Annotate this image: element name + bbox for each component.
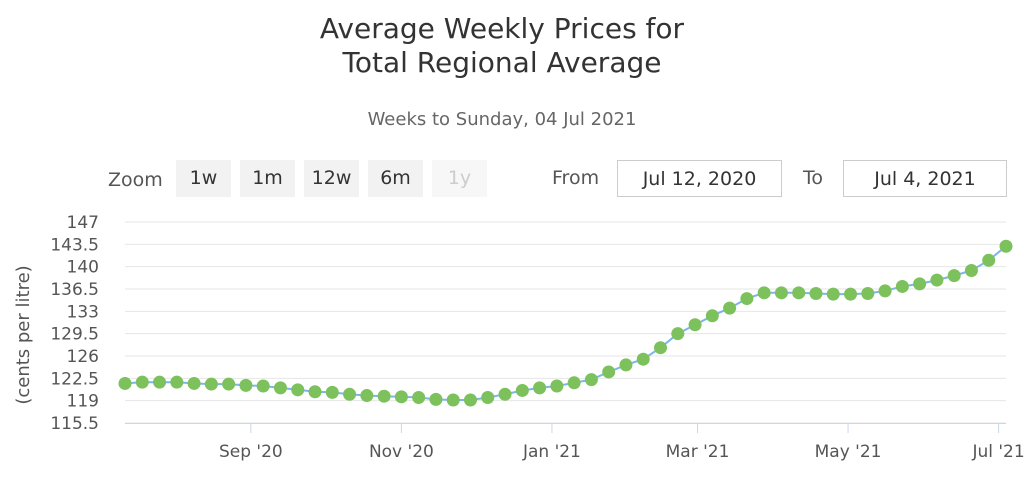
zoom-label: Zoom <box>108 169 163 191</box>
data-point <box>740 292 754 306</box>
data-point <box>153 375 167 389</box>
data-point <box>533 381 547 395</box>
chart-title: Average Weekly Prices for Total Regional… <box>0 12 1004 80</box>
x-tick-label: May '21 <box>815 442 882 462</box>
data-point <box>308 385 322 399</box>
series-group <box>118 239 1013 407</box>
y-tick-label: 129.5 <box>50 325 99 345</box>
data-point <box>325 385 339 399</box>
data-point <box>204 377 218 391</box>
data-point <box>394 390 408 404</box>
data-point <box>774 286 788 300</box>
data-point <box>654 341 668 355</box>
data-point <box>170 375 184 389</box>
y-tick-label: 147 <box>67 213 99 233</box>
data-point <box>187 376 201 390</box>
x-tick-label: Sep '20 <box>219 442 283 462</box>
data-point <box>256 379 270 393</box>
from-date-input[interactable]: Jul 12, 2020 <box>617 160 782 197</box>
data-point <box>930 273 944 287</box>
zoom-12w-button[interactable]: 12w <box>304 160 359 197</box>
data-point <box>360 389 374 403</box>
data-point <box>222 377 236 391</box>
y-tick-label: 133 <box>67 302 99 322</box>
data-point <box>688 318 702 332</box>
data-point <box>343 387 357 401</box>
chart-title-line-1: Average Weekly Prices for <box>319 12 685 45</box>
y-tick-label: 115.5 <box>50 414 99 434</box>
y-tick-label: 136.5 <box>50 280 99 300</box>
x-tick-label: Jul '21 <box>971 442 1024 462</box>
data-point <box>809 286 823 300</box>
data-point <box>619 358 633 372</box>
zoom-6m-button[interactable]: 6m <box>368 160 423 197</box>
data-point <box>999 239 1013 253</box>
y-tick-label: 122.5 <box>50 369 99 389</box>
chart-title-line-2: Total Regional Average <box>342 46 662 79</box>
to-label: To <box>803 167 824 189</box>
zoom-1m-button[interactable]: 1m <box>240 160 295 197</box>
x-tick-label: Nov '20 <box>369 442 434 462</box>
x-tick-label: Jan '21 <box>522 442 581 462</box>
data-point <box>964 263 978 277</box>
x-axis: Sep '20 Nov '20 Jan '21 Mar '21 May '21 Jul '… <box>125 423 1024 462</box>
data-point <box>377 389 391 403</box>
series-line <box>124 245 1007 401</box>
data-point <box>239 378 253 392</box>
data-point <box>757 286 771 300</box>
x-tick-label: Mar '21 <box>666 442 730 462</box>
data-point <box>515 383 529 397</box>
data-point <box>826 287 840 301</box>
y-tick-label: 143.5 <box>50 235 99 255</box>
y-tick-label: 119 <box>67 392 99 412</box>
data-point <box>895 279 909 293</box>
y-axis-title: (cents per litre) <box>13 265 34 404</box>
grid-lines <box>125 221 1006 424</box>
data-point <box>412 390 426 404</box>
data-point <box>584 373 598 387</box>
data-point <box>481 390 495 404</box>
zoom-1y-button: 1y <box>432 160 487 197</box>
data-point <box>602 365 616 379</box>
data-point <box>947 269 961 283</box>
data-point <box>723 301 737 315</box>
data-point <box>861 286 875 300</box>
data-point <box>636 352 650 366</box>
data-point <box>982 253 996 267</box>
data-point <box>446 393 460 407</box>
data-point <box>913 277 927 291</box>
data-point <box>671 327 685 341</box>
y-tick-label: 140 <box>67 258 99 278</box>
data-point <box>550 379 564 393</box>
data-point <box>844 287 858 301</box>
data-point <box>498 387 512 401</box>
data-point <box>273 381 287 395</box>
zoom-1w-button[interactable]: 1w <box>176 160 231 197</box>
data-point <box>118 376 132 390</box>
y-tick-label: 126 <box>67 347 99 367</box>
data-point <box>463 393 477 407</box>
data-point <box>878 284 892 298</box>
data-point <box>135 375 149 389</box>
data-point <box>291 383 305 397</box>
data-point <box>792 286 806 300</box>
data-point <box>429 392 443 406</box>
chart-subtitle: Weeks to Sunday, 04 Jul 2021 <box>367 109 637 130</box>
data-point <box>567 376 581 390</box>
from-label: From <box>552 167 600 189</box>
to-date-input[interactable]: Jul 4, 2021 <box>843 160 1007 197</box>
data-point <box>705 309 719 323</box>
